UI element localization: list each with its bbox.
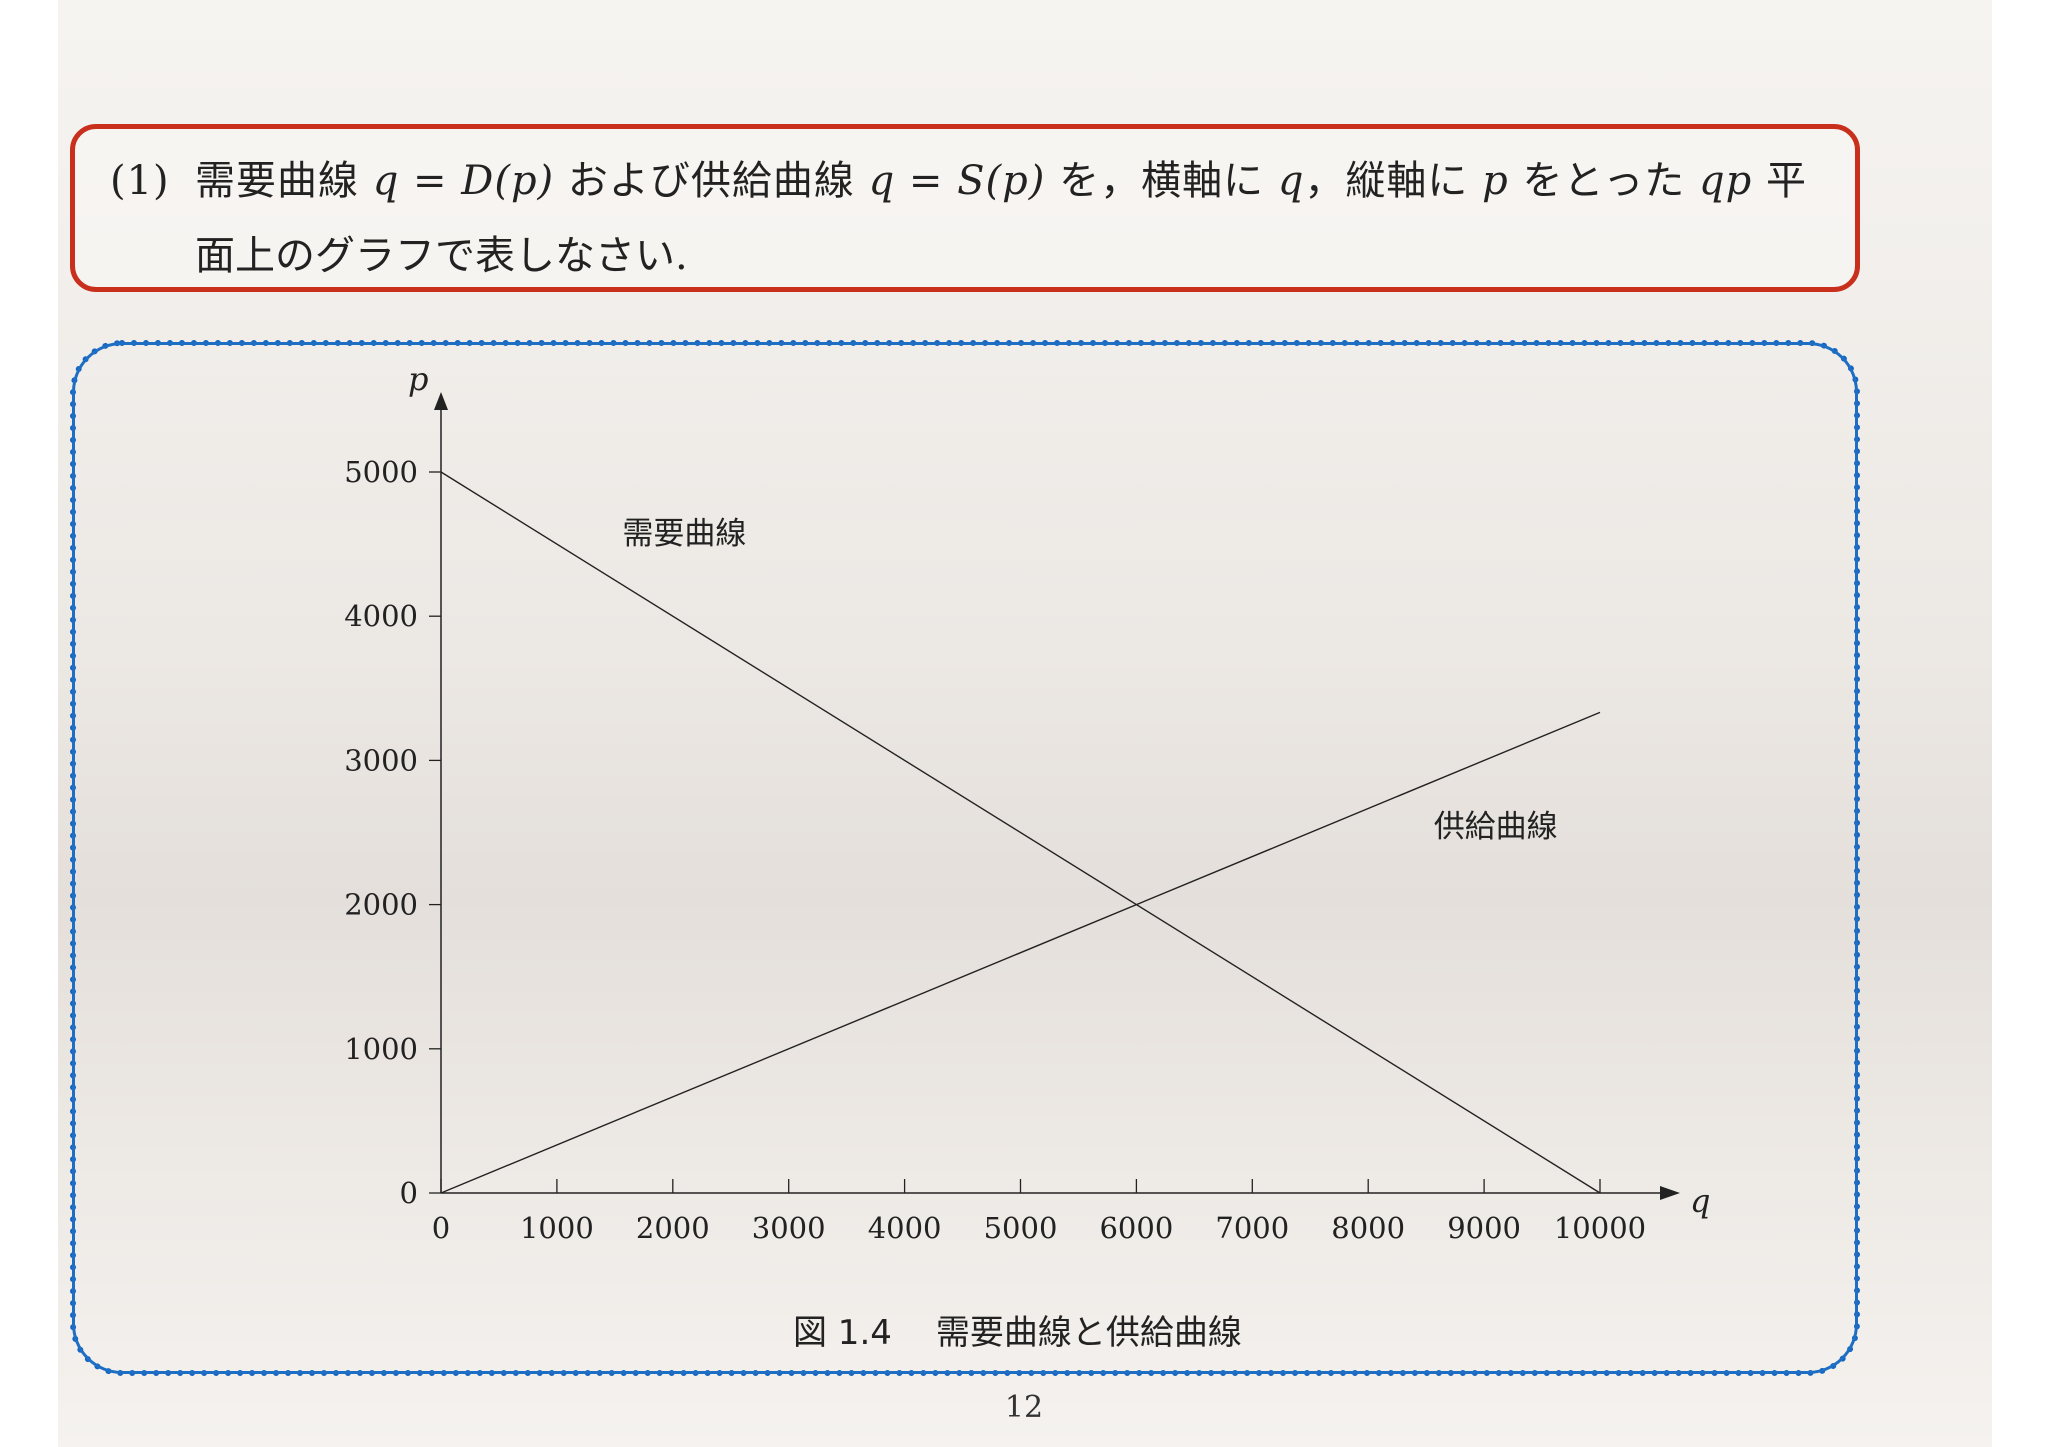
qp-plane: qp xyxy=(1699,158,1753,204)
y-axis-arrow xyxy=(434,392,448,410)
question-line-2: 面上のグラフで表しなさい. xyxy=(195,233,688,279)
question-text: 平 xyxy=(1765,158,1807,204)
y-axis-label: p xyxy=(408,360,428,398)
y-tick-label: 5000 xyxy=(344,455,418,489)
x-tick-label: 9000 xyxy=(1447,1211,1521,1245)
question-text: をとった xyxy=(1522,158,1686,204)
x-tick-label: 5000 xyxy=(984,1211,1058,1245)
supply-curve-line xyxy=(440,711,1601,1194)
question-box xyxy=(70,124,1860,292)
y-tick-label: 0 xyxy=(400,1176,418,1210)
x-tick-label: 3000 xyxy=(752,1211,826,1245)
chart-box-border xyxy=(72,342,1858,1374)
supply-curve-label: 供給曲線 xyxy=(1434,809,1558,845)
x-tick-label: 10000 xyxy=(1554,1211,1646,1245)
x-axis-arrow xyxy=(1660,1186,1680,1200)
question-text: 需要曲線 xyxy=(195,158,359,204)
x-tick-label: 6000 xyxy=(1099,1211,1173,1245)
y-tick-label: 3000 xyxy=(344,743,418,777)
x-tick-label: 7000 xyxy=(1215,1211,1289,1245)
x-tick-label: 2000 xyxy=(636,1211,710,1245)
x-axis-label: q xyxy=(1690,1182,1710,1220)
demand-curve-line xyxy=(440,471,1601,1194)
question-text: および供給曲線 xyxy=(567,158,855,204)
question-number: (1) xyxy=(110,158,170,204)
page-number: 12 xyxy=(1004,1390,1044,1425)
x-tick-label: 1000 xyxy=(520,1211,594,1245)
supply-formula: q = S(p) xyxy=(868,158,1046,204)
question-text: を，横軸に xyxy=(1059,158,1265,204)
p-variable: p xyxy=(1482,158,1509,204)
figure-caption: 図 1.4 需要曲線と供給曲線 xyxy=(793,1305,1242,1354)
x-tick-label: 4000 xyxy=(868,1211,942,1245)
question-text: ，縦軸に xyxy=(1304,158,1469,204)
demand-formula: q = D(p) xyxy=(372,158,555,204)
y-tick-label: 4000 xyxy=(344,599,418,633)
figure-number: 図 1.4 xyxy=(793,1313,892,1353)
q-variable: q xyxy=(1277,158,1305,204)
figure-title: 需要曲線と供給曲線 xyxy=(935,1313,1242,1353)
y-tick-label: 2000 xyxy=(344,888,418,922)
y-tick-label: 1000 xyxy=(344,1032,418,1066)
x-tick-label: 8000 xyxy=(1331,1211,1405,1245)
x-tick-label: 0 xyxy=(432,1211,450,1245)
question-line-1: (1) 需要曲線 q = D(p) および供給曲線 q = S(p) を，横軸に … xyxy=(110,148,1870,206)
demand-curve-label: 需要曲線 xyxy=(622,516,746,552)
